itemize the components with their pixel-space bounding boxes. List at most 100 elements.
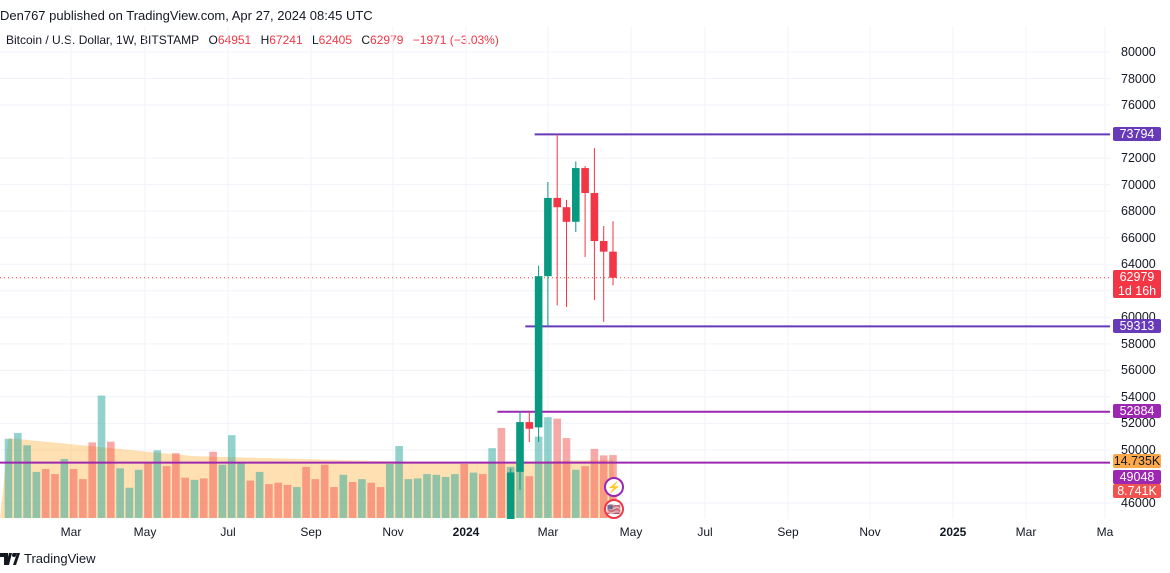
price-tick: 54000 [1121, 389, 1156, 404]
volume-bar [534, 436, 543, 518]
volume-bar [497, 428, 506, 518]
axis-mask [0, 519, 1110, 526]
volume-bar [599, 455, 608, 518]
bar-countdown: 1d 16h [1117, 284, 1157, 298]
lightning-event-icon[interactable]: ⚡ [604, 477, 624, 497]
volume-bar [265, 484, 273, 518]
time-tick: Nov [859, 525, 881, 539]
volume-bar [41, 469, 50, 518]
volume-bar [153, 450, 162, 518]
volume-bar [562, 438, 571, 518]
price-chart[interactable] [0, 26, 1170, 526]
candle-body [562, 207, 571, 222]
volume-bar [60, 458, 69, 518]
price-tick: 68000 [1121, 204, 1156, 219]
volume-bar [79, 479, 87, 518]
volume-bar [404, 479, 413, 518]
volume-bar [32, 471, 41, 518]
open-value: 64951 [217, 33, 252, 47]
price-label: 62979 1d 16h [1113, 270, 1161, 298]
volume-bar [181, 477, 189, 518]
candle-body [590, 193, 599, 242]
time-tick: 2025 [939, 525, 967, 539]
volume-bar [432, 474, 441, 518]
volume-bar [516, 469, 524, 518]
low-value: 62405 [318, 33, 353, 47]
us-flag-event-icon[interactable]: 🇺🇸 [604, 499, 624, 519]
price-tick: 80000 [1121, 45, 1156, 59]
volume-bar [255, 471, 264, 518]
tradingview-logo[interactable]: TradingView [0, 551, 96, 566]
price-tick: 78000 [1121, 71, 1156, 86]
time-tick: Mar [1015, 525, 1037, 539]
volume-bar [581, 466, 589, 518]
price-label: 49048 [1113, 470, 1161, 484]
price-tick: 70000 [1121, 177, 1156, 192]
volume-bar [274, 482, 282, 518]
change-value: −1971 (−3.03%) [412, 33, 499, 47]
price-label: 52884 [1113, 404, 1161, 418]
volume-bar [23, 445, 31, 518]
volume-bar [144, 462, 152, 518]
volume-bar [200, 478, 208, 518]
volume-bar [423, 474, 431, 518]
publisher-line: Den767 published on TradingView.com, Apr… [0, 8, 373, 23]
symbol-legend: Bitcoin / U.S. Dollar, 1W, BITSTAMP O649… [6, 33, 499, 47]
volume-bar [69, 469, 78, 518]
price-tick: 52000 [1121, 416, 1156, 431]
volume-bar [237, 462, 245, 518]
volume-bar [246, 480, 255, 518]
volume-bar [348, 482, 357, 518]
volume-bar [320, 464, 329, 518]
candle-body [553, 197, 561, 208]
price-label-value: 52884 [1119, 404, 1155, 418]
high-value: 67241 [269, 33, 303, 47]
volume-bar [441, 476, 450, 518]
volume-bar [125, 487, 134, 518]
volume-bar [209, 451, 217, 518]
volume-bar [88, 442, 96, 518]
volume-bar [358, 479, 366, 518]
price-label-value: 14.735K [1113, 454, 1161, 468]
volume-bar [107, 441, 115, 518]
candle-body [572, 168, 580, 222]
candle-body [581, 168, 589, 194]
price-tick: 56000 [1121, 363, 1156, 378]
volume-bar [460, 464, 468, 518]
time-tick: Nov [382, 525, 404, 539]
candle-body [525, 422, 534, 429]
time-tick: 2024 [452, 525, 480, 539]
close-value: 62979 [370, 33, 404, 47]
volume-bar [488, 448, 496, 518]
volume-bar [190, 479, 199, 518]
volume-bar [97, 395, 106, 518]
volume-bar [339, 474, 348, 518]
volume-bar [590, 448, 599, 518]
open-label: O [208, 33, 218, 47]
tradingview-logo-icon [0, 552, 20, 565]
volume-bar [14, 433, 22, 518]
time-tick: Jul [220, 525, 236, 539]
volume-bar [413, 478, 422, 518]
volume-bar [451, 474, 459, 518]
volume-bar [553, 418, 561, 518]
volume-bar [4, 438, 13, 518]
price-tick: 58000 [1121, 336, 1156, 351]
volume-bar [311, 479, 320, 518]
price-label: 59313 [1113, 319, 1161, 333]
price-tick: 64000 [1121, 257, 1156, 272]
volume-bar [134, 469, 143, 518]
time-tick: Sep [777, 525, 799, 539]
volume-bar [162, 466, 171, 518]
volume-bar [302, 466, 310, 518]
high-label: H [260, 33, 270, 47]
volume-bar [218, 464, 227, 518]
volume-bar [293, 487, 301, 518]
price-tick: 50000 [1121, 442, 1156, 457]
candle-body [599, 241, 608, 252]
volume-bar [479, 474, 487, 518]
volume-bar [376, 487, 385, 518]
candle-body [609, 251, 617, 278]
volume-bar [395, 446, 403, 518]
price-label-value: 49048 [1119, 470, 1155, 484]
